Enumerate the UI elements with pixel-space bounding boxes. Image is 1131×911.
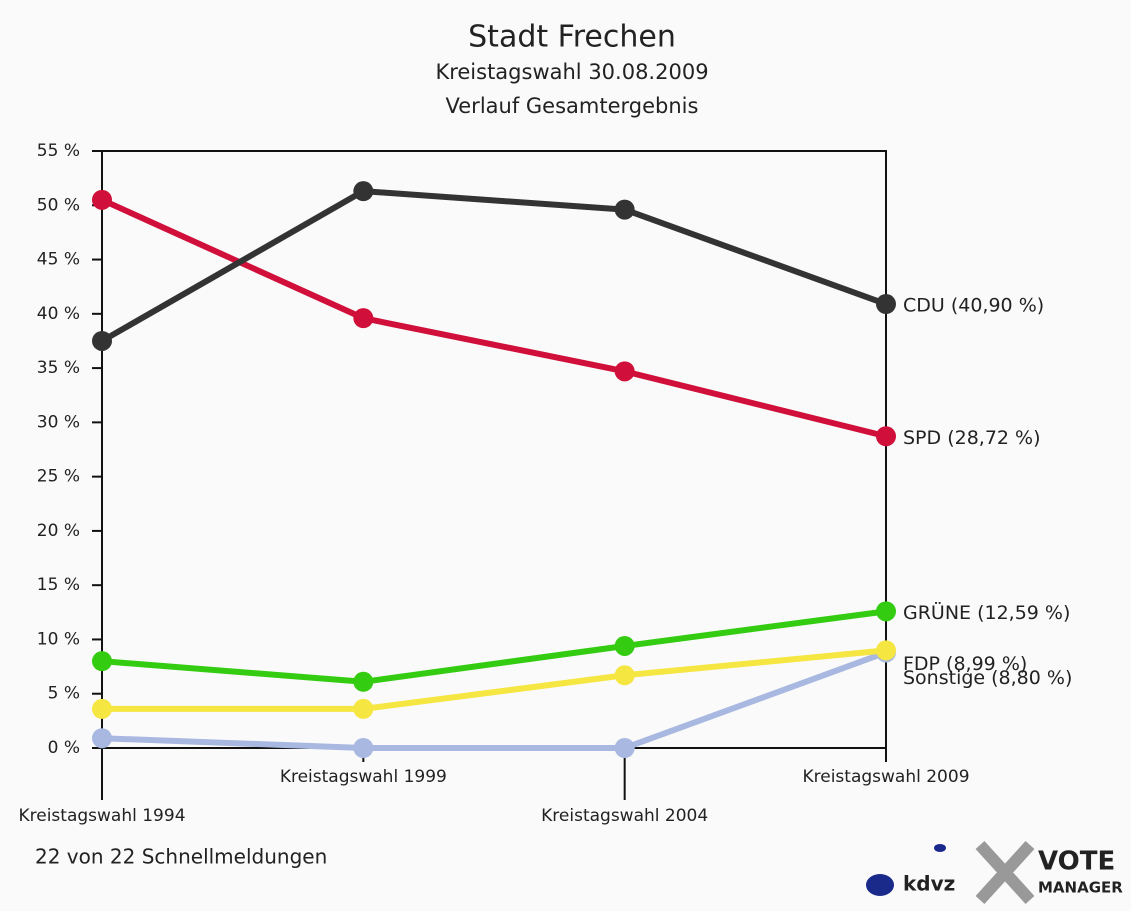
logo-text: VOTE	[1038, 847, 1115, 877]
point	[353, 308, 374, 329]
y-tick-label: 35 %	[37, 358, 80, 378]
logo-icon	[866, 874, 894, 896]
logos: kdvz VOTE MANAGER	[866, 840, 1123, 905]
y-tick-label: 50 %	[37, 195, 80, 215]
y-tick-label: 15 %	[37, 575, 80, 595]
point	[614, 738, 635, 758]
y-tick-label: 0 %	[48, 738, 80, 758]
point	[92, 728, 112, 749]
point	[353, 738, 374, 758]
x-tick-label: Kreistagswahl 2004	[541, 806, 708, 826]
value-label: FDP (8,99 %)	[903, 653, 1027, 675]
chart-subtitle: Verlauf Gesamtergebnis	[446, 94, 699, 118]
point	[876, 601, 896, 622]
point	[614, 635, 635, 656]
point	[353, 181, 374, 202]
logo-text: MANAGER	[1038, 879, 1123, 897]
x-tick-label: Kreistagswahl 1999	[280, 767, 447, 787]
value-label: Sonstige (8,80 %)	[903, 667, 1072, 689]
y-tick-label: 20 %	[37, 521, 80, 541]
series-line	[102, 647, 887, 712]
value-label: SPD (28,72 %)	[903, 427, 1041, 449]
logo-text: kdvz	[903, 872, 955, 896]
value-label: GRÜNE (12,59 %)	[903, 601, 1070, 624]
point	[876, 294, 896, 315]
y-tick-label: 10 %	[37, 629, 80, 649]
logo-cross	[975, 840, 1035, 905]
y-tick-label: 45 %	[37, 250, 80, 270]
point	[92, 189, 112, 210]
value-label: CDU (40,90 %)	[903, 295, 1044, 317]
series-line	[100, 188, 888, 344]
point	[353, 698, 374, 719]
y-tick-label: 5 %	[48, 684, 80, 704]
x-tick-label: Kreistagswahl 1994	[18, 806, 185, 826]
y-tick-label: 30 %	[37, 412, 80, 432]
point	[876, 640, 896, 661]
y-tick-label: 25 %	[37, 467, 80, 487]
chart-subtitle: Kreistagswahl 30.08.2009	[435, 60, 708, 84]
point	[876, 426, 896, 447]
footer: 22 von 22 Schnellmeldungen	[35, 845, 327, 869]
point	[353, 671, 374, 692]
point	[614, 199, 635, 220]
point	[92, 651, 112, 672]
point	[92, 698, 112, 719]
point	[614, 361, 635, 382]
y-tick-label: 55 %	[37, 141, 80, 161]
logo-icon	[934, 844, 946, 852]
y-tick-label: 40 %	[37, 304, 80, 324]
series-line	[101, 649, 888, 751]
x-tick-label: Kreistagswahl 2009	[802, 767, 969, 787]
series-line	[101, 608, 887, 685]
series-line	[100, 197, 887, 440]
point	[614, 665, 635, 686]
point	[92, 330, 112, 351]
chart-title: Stadt Frechen	[468, 20, 676, 55]
